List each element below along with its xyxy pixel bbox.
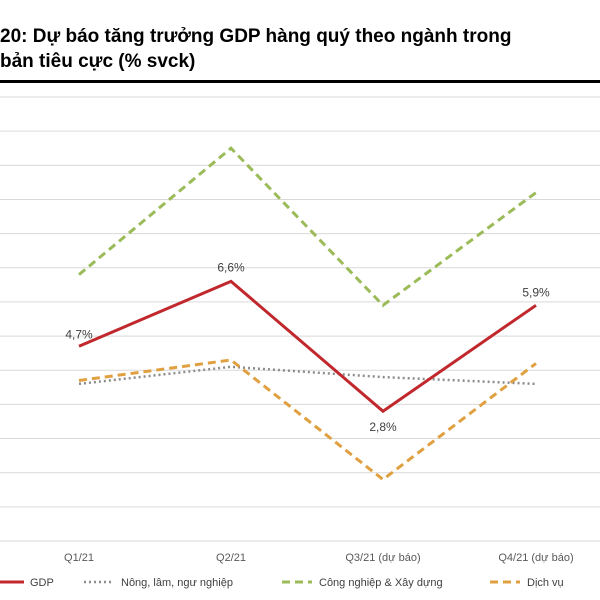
x-tick-label: Q1/21 [64,552,94,564]
legend-label: Dịch vụ [527,577,564,589]
legend-label: Nông, lâm, ngư nghiệp [121,577,233,589]
series-line-2 [78,146,537,308]
x-tick-label: Q3/21 (dự báo) [345,552,420,564]
series-lines [78,146,537,482]
x-axis-tick-labels: Q1/21 Q2/21 Q3/21 (dự báo) Q4/21 (dự báo) [64,552,574,564]
gdp-data-label: 2,8% [369,420,397,434]
chart-title-line-2: bản tiêu cực (% svck) [0,51,196,72]
gdp-data-label: 5,9% [522,285,550,299]
grid-lines [0,96,600,542]
gdp-data-label: 4,7% [65,327,93,341]
legend: GDP Nông, lâm, ngư nghiệp Công nghiệp & Xâ… [0,577,564,589]
x-tick-label: Q4/21 (dự báo) [498,552,573,564]
chart-title-line-1: 20: Dự báo tăng trưởng GDP hàng quý theo… [0,26,512,47]
data-labels: 4,7% 6,6% 2,8% 5,9% [65,260,550,434]
gdp-data-label: 6,6% [217,260,245,274]
series-line-3 [78,358,537,482]
legend-label: Công nghiệp & Xây dựng [319,577,443,589]
x-tick-label: Q2/21 [216,552,246,564]
series-line-0 [78,279,537,414]
chart-title: 20: Dự báo tăng trưởng GDP hàng quý theo… [0,24,600,74]
series-line-1 [78,365,537,386]
legend-label: GDP [30,577,54,589]
title-rule [0,80,600,83]
